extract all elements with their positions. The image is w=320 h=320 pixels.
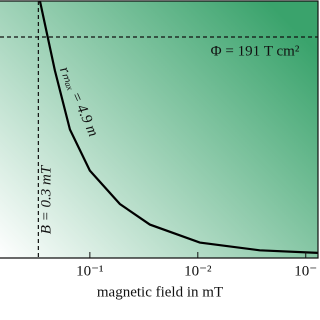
field-annotation: B = 0.3 mT: [38, 164, 54, 234]
x-tick-label: 10⁻¹: [76, 263, 103, 279]
x-axis-label: magnetic field in mT: [97, 284, 223, 300]
plot-frame: [0, 0, 319, 259]
x-tick-label: 10⁻: [294, 263, 317, 279]
flux-annotation: Φ = 191 T cm²: [211, 43, 300, 59]
plot-background: [0, 1, 318, 258]
curve: [38, 0, 318, 254]
x-tick-label: 10⁻²: [184, 263, 212, 279]
